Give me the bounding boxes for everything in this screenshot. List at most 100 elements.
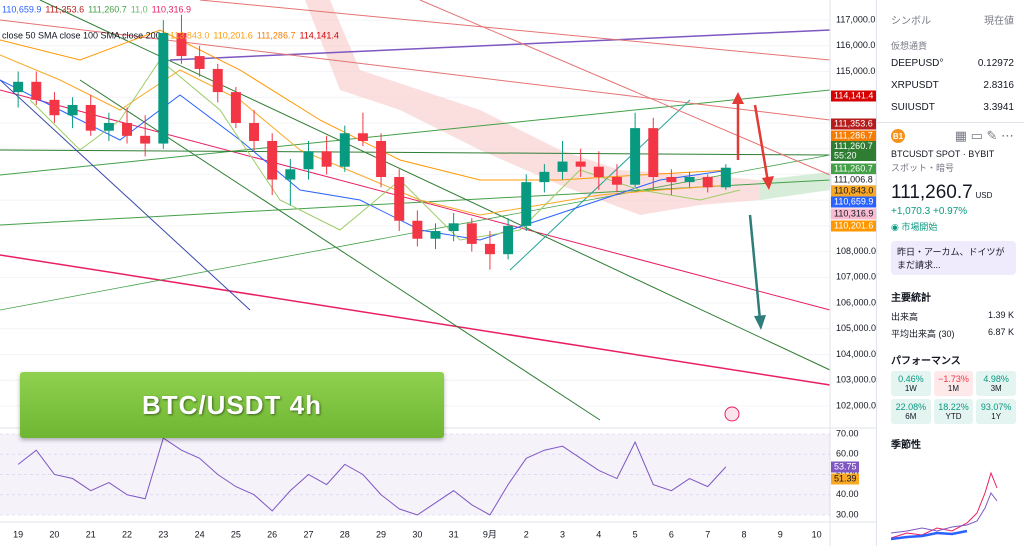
status-text: 市場開始 (901, 222, 938, 232)
stat-label: 平均出来高 (30) (891, 329, 955, 339)
arrow-head (762, 176, 774, 190)
price-badge (831, 196, 876, 208)
stat-label: 出来高 (891, 312, 919, 322)
ichimoku-cloud (305, 0, 760, 215)
watch-symbol: DEEPUSD° (891, 57, 944, 69)
stat-row: 出来高 1.39 K (877, 308, 1024, 325)
y-tick-label: 105,000.0 (836, 323, 876, 333)
exchange: BYBIT (968, 149, 995, 159)
perf-value: 18.22% (938, 402, 969, 412)
perf-cell: 18.22% YTD (933, 399, 974, 424)
value-badge (831, 473, 859, 485)
candle-body (666, 176, 677, 183)
perf-period: 3M (990, 384, 1002, 393)
x-tick-label: 20 (49, 529, 59, 539)
candle-body (448, 223, 459, 232)
header-symbol: シンボル (891, 15, 931, 27)
candle-body (412, 220, 423, 239)
candle-body (484, 243, 495, 255)
perf-value: 22.08% (895, 402, 927, 412)
event-icon[interactable] (724, 406, 740, 422)
y-tick-label: 30.00 (836, 509, 859, 519)
x-tick-label: 9月 (483, 529, 497, 539)
price-badge (831, 220, 876, 232)
price-label: 111,353.6 (834, 118, 873, 128)
candle-body (194, 56, 205, 69)
x-tick-label: 2 (524, 529, 529, 539)
price-badge (831, 118, 876, 130)
legend-value: 111,353.6 (45, 4, 84, 14)
stats: 出来高 1.39 K 平均出来高 (30) 6.87 K (877, 308, 1024, 342)
arrow-down (748, 214, 762, 321)
legend-text: close 50 SMA close 100 SMA close 200 (2, 30, 161, 40)
x-tick-label: 5 (633, 529, 638, 539)
candle-body (339, 133, 350, 167)
perf-period: YTD (945, 412, 962, 421)
candle-body (212, 68, 223, 93)
instrument-name: BTCUSDT SPOT (891, 149, 961, 159)
x-tick-label: 22 (122, 529, 132, 539)
change-pct: +0.97% (933, 206, 968, 217)
candle-body (394, 176, 405, 221)
trend-line (199, 0, 831, 61)
x-tick-label: 24 (195, 529, 205, 539)
watch-price: 0.12972 (977, 57, 1014, 69)
perf-period: 1Y (991, 412, 1002, 421)
watchlist-header: シンボル 現在値 (877, 0, 1024, 38)
candle-body (303, 151, 314, 170)
season-line (890, 529, 968, 541)
chart-area: close 50 SMA close 100 SMA close 200 102… (0, 0, 876, 546)
legend-value: 110,659.9 (2, 4, 41, 14)
candle-body (557, 161, 568, 172)
price-badge (831, 208, 876, 220)
price-label: 111,260.7 (834, 141, 873, 151)
group-name: 仮想通貨 (891, 40, 928, 51)
watchlist: DEEPUSD° 0.12972 XRPUSDT 2.8316 SUIUSDT 3.394… (877, 52, 1024, 118)
trend-line (0, 79, 251, 311)
watch-row[interactable]: SUIUSDT 3.3941 (877, 96, 1024, 118)
value-badge (831, 461, 859, 473)
toolbar-icons[interactable]: ▦ ▭ ✎ ⋯ (954, 128, 1014, 143)
y-tick-label: 115,000.0 (836, 66, 875, 76)
x-tick-label: 31 (449, 529, 459, 539)
perf-value: 93.07% (980, 402, 1012, 412)
candle-body (630, 128, 641, 185)
price-label: 110,659.9 (834, 196, 873, 206)
x-tick-label: 4 (596, 529, 601, 539)
price-label: 114,141.4 (834, 90, 873, 100)
candle-body (31, 81, 42, 100)
coin-icon: B1 (891, 129, 905, 143)
x-tick-label: 19 (13, 529, 23, 539)
sidebar: シンボル 現在値 仮想通貨 DEEPUSD° 0.12972 XRPUSDT 2.83… (876, 0, 1024, 546)
trend-line (0, 89, 831, 176)
ichimoku-cloud (760, 172, 830, 200)
header-price: 現在値 (984, 15, 1014, 27)
price-label: 111,286.7 (834, 130, 873, 140)
candle-body (85, 104, 96, 131)
x-tick-label: 28 (340, 529, 350, 539)
news-card[interactable]: 昨日・アーカム、ドイツがまだ請求... (891, 241, 1016, 275)
x-tick-label: 3 (560, 529, 565, 539)
y-tick-label: 108,000.0 (836, 246, 876, 256)
candle-body (321, 151, 332, 167)
y-tick-label: 106,000.0 (836, 297, 876, 307)
legend-value: 111,260.7 (88, 4, 127, 14)
perf-cell: 22.08% 6M (891, 399, 931, 424)
candle-body (122, 122, 133, 136)
x-tick-label: 23 (158, 529, 168, 539)
trend-line (0, 149, 831, 156)
watch-row[interactable]: XRPUSDT 2.8316 (877, 74, 1024, 96)
price-label: 111,006.8 (834, 174, 873, 184)
perf-value: 0.46% (898, 374, 924, 384)
x-tick-label: 9 (778, 529, 783, 539)
x-tick-label: 25 (231, 529, 241, 539)
watch-row[interactable]: DEEPUSD° 0.12972 (877, 52, 1024, 74)
legend-value: 111,286.7 (257, 30, 296, 40)
y-tick-label: 116,000.0 (836, 40, 875, 50)
toolbar: B1 ▦ ▭ ✎ ⋯ (877, 122, 1024, 149)
watch-symbol: XRPUSDT (891, 79, 939, 91)
group[interactable]: 仮想通貨 (877, 38, 1024, 52)
price-label: 110,316.9 (834, 208, 873, 218)
x-tick-label: 6 (669, 529, 674, 539)
